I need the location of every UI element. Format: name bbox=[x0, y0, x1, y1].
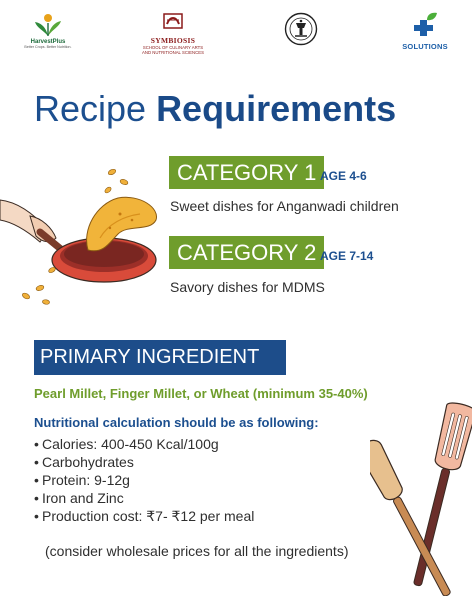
harvestplus-logo: HarvestPlus Better Crops. Better Nutriti… bbox=[20, 12, 76, 49]
solutions-plus-icon bbox=[414, 12, 437, 36]
bullet-mark: • bbox=[34, 508, 39, 524]
title-regular: Recipe bbox=[34, 88, 157, 129]
category-1-age: AGE 4-6 bbox=[320, 169, 367, 183]
nutrition-item-text: Iron and Zinc bbox=[42, 490, 124, 506]
primary-ingredients-text: Pearl Millet, Finger Millet, or Wheat (m… bbox=[34, 386, 368, 401]
category-2-description: Savory dishes for MDMS bbox=[170, 279, 325, 295]
frying-pan-illustration bbox=[0, 168, 157, 305]
title-bold: Requirements bbox=[156, 88, 397, 129]
harvestplus-name: HarvestPlus bbox=[30, 39, 66, 45]
harvestplus-tagline: Better Crops. Better Nutrition. bbox=[24, 45, 72, 49]
government-seal-logo bbox=[284, 12, 320, 51]
solutions-name: SOLUTIONS bbox=[402, 42, 448, 51]
nutrition-item-text: Carbohydrates bbox=[42, 454, 134, 470]
symbiosis-subtitle-1: SCHOOL OF CULINARY ARTS bbox=[142, 45, 204, 50]
symbiosis-name: SYMBIOSIS bbox=[150, 36, 196, 45]
nutrition-heading: Nutritional calculation should be as fol… bbox=[34, 415, 319, 430]
nutrition-list: • Calories: 400-450 Kcal/100g • Carbohydra… bbox=[34, 435, 254, 525]
symbiosis-emblem-icon bbox=[163, 13, 183, 29]
symbiosis-subtitle-2: AND NUTRITIONAL SCIENCES bbox=[142, 50, 204, 55]
solutions-logo: SOLUTIONS bbox=[394, 12, 456, 51]
nutrition-item-text: Protein: 9-12g bbox=[42, 472, 130, 488]
category-1-tag: CATEGORY 1 bbox=[169, 156, 325, 189]
symbiosis-logo: SYMBIOSIS SCHOOL OF CULINARY ARTS AND NU… bbox=[130, 12, 216, 55]
bullet-mark: • bbox=[34, 436, 39, 452]
category-1-description: Sweet dishes for Anganwadi children bbox=[170, 198, 399, 214]
wholesale-note: (consider wholesale prices for all the i… bbox=[45, 543, 349, 559]
nutrition-item: • Carbohydrates bbox=[34, 453, 254, 471]
bullet-mark: • bbox=[34, 472, 39, 488]
nutrition-item: • Calories: 400-450 Kcal/100g bbox=[34, 435, 254, 453]
page-title: Recipe Requirements bbox=[34, 88, 396, 130]
spatula-utensils-illustration bbox=[370, 402, 472, 596]
category-2-age: AGE 7-14 bbox=[320, 249, 374, 263]
bullet-mark: • bbox=[34, 490, 39, 506]
emblem-seal-icon bbox=[284, 12, 318, 46]
nutrition-item-text: Production cost: ₹7- ₹12 per meal bbox=[42, 508, 255, 524]
partner-logos: HarvestPlus Better Crops. Better Nutriti… bbox=[0, 12, 472, 64]
bullet-mark: • bbox=[34, 454, 39, 470]
nutrition-item-text: Calories: 400-450 Kcal/100g bbox=[42, 436, 219, 452]
harvestplus-leaf-icon bbox=[35, 14, 61, 36]
nutrition-item: • Protein: 9-12g bbox=[34, 471, 254, 489]
nutrition-item: • Iron and Zinc bbox=[34, 489, 254, 507]
nutrition-item: • Production cost: ₹7- ₹12 per meal bbox=[34, 507, 254, 525]
category-2-tag: CATEGORY 2 bbox=[169, 236, 325, 269]
primary-ingredient-heading: PRIMARY INGREDIENT bbox=[34, 340, 286, 375]
